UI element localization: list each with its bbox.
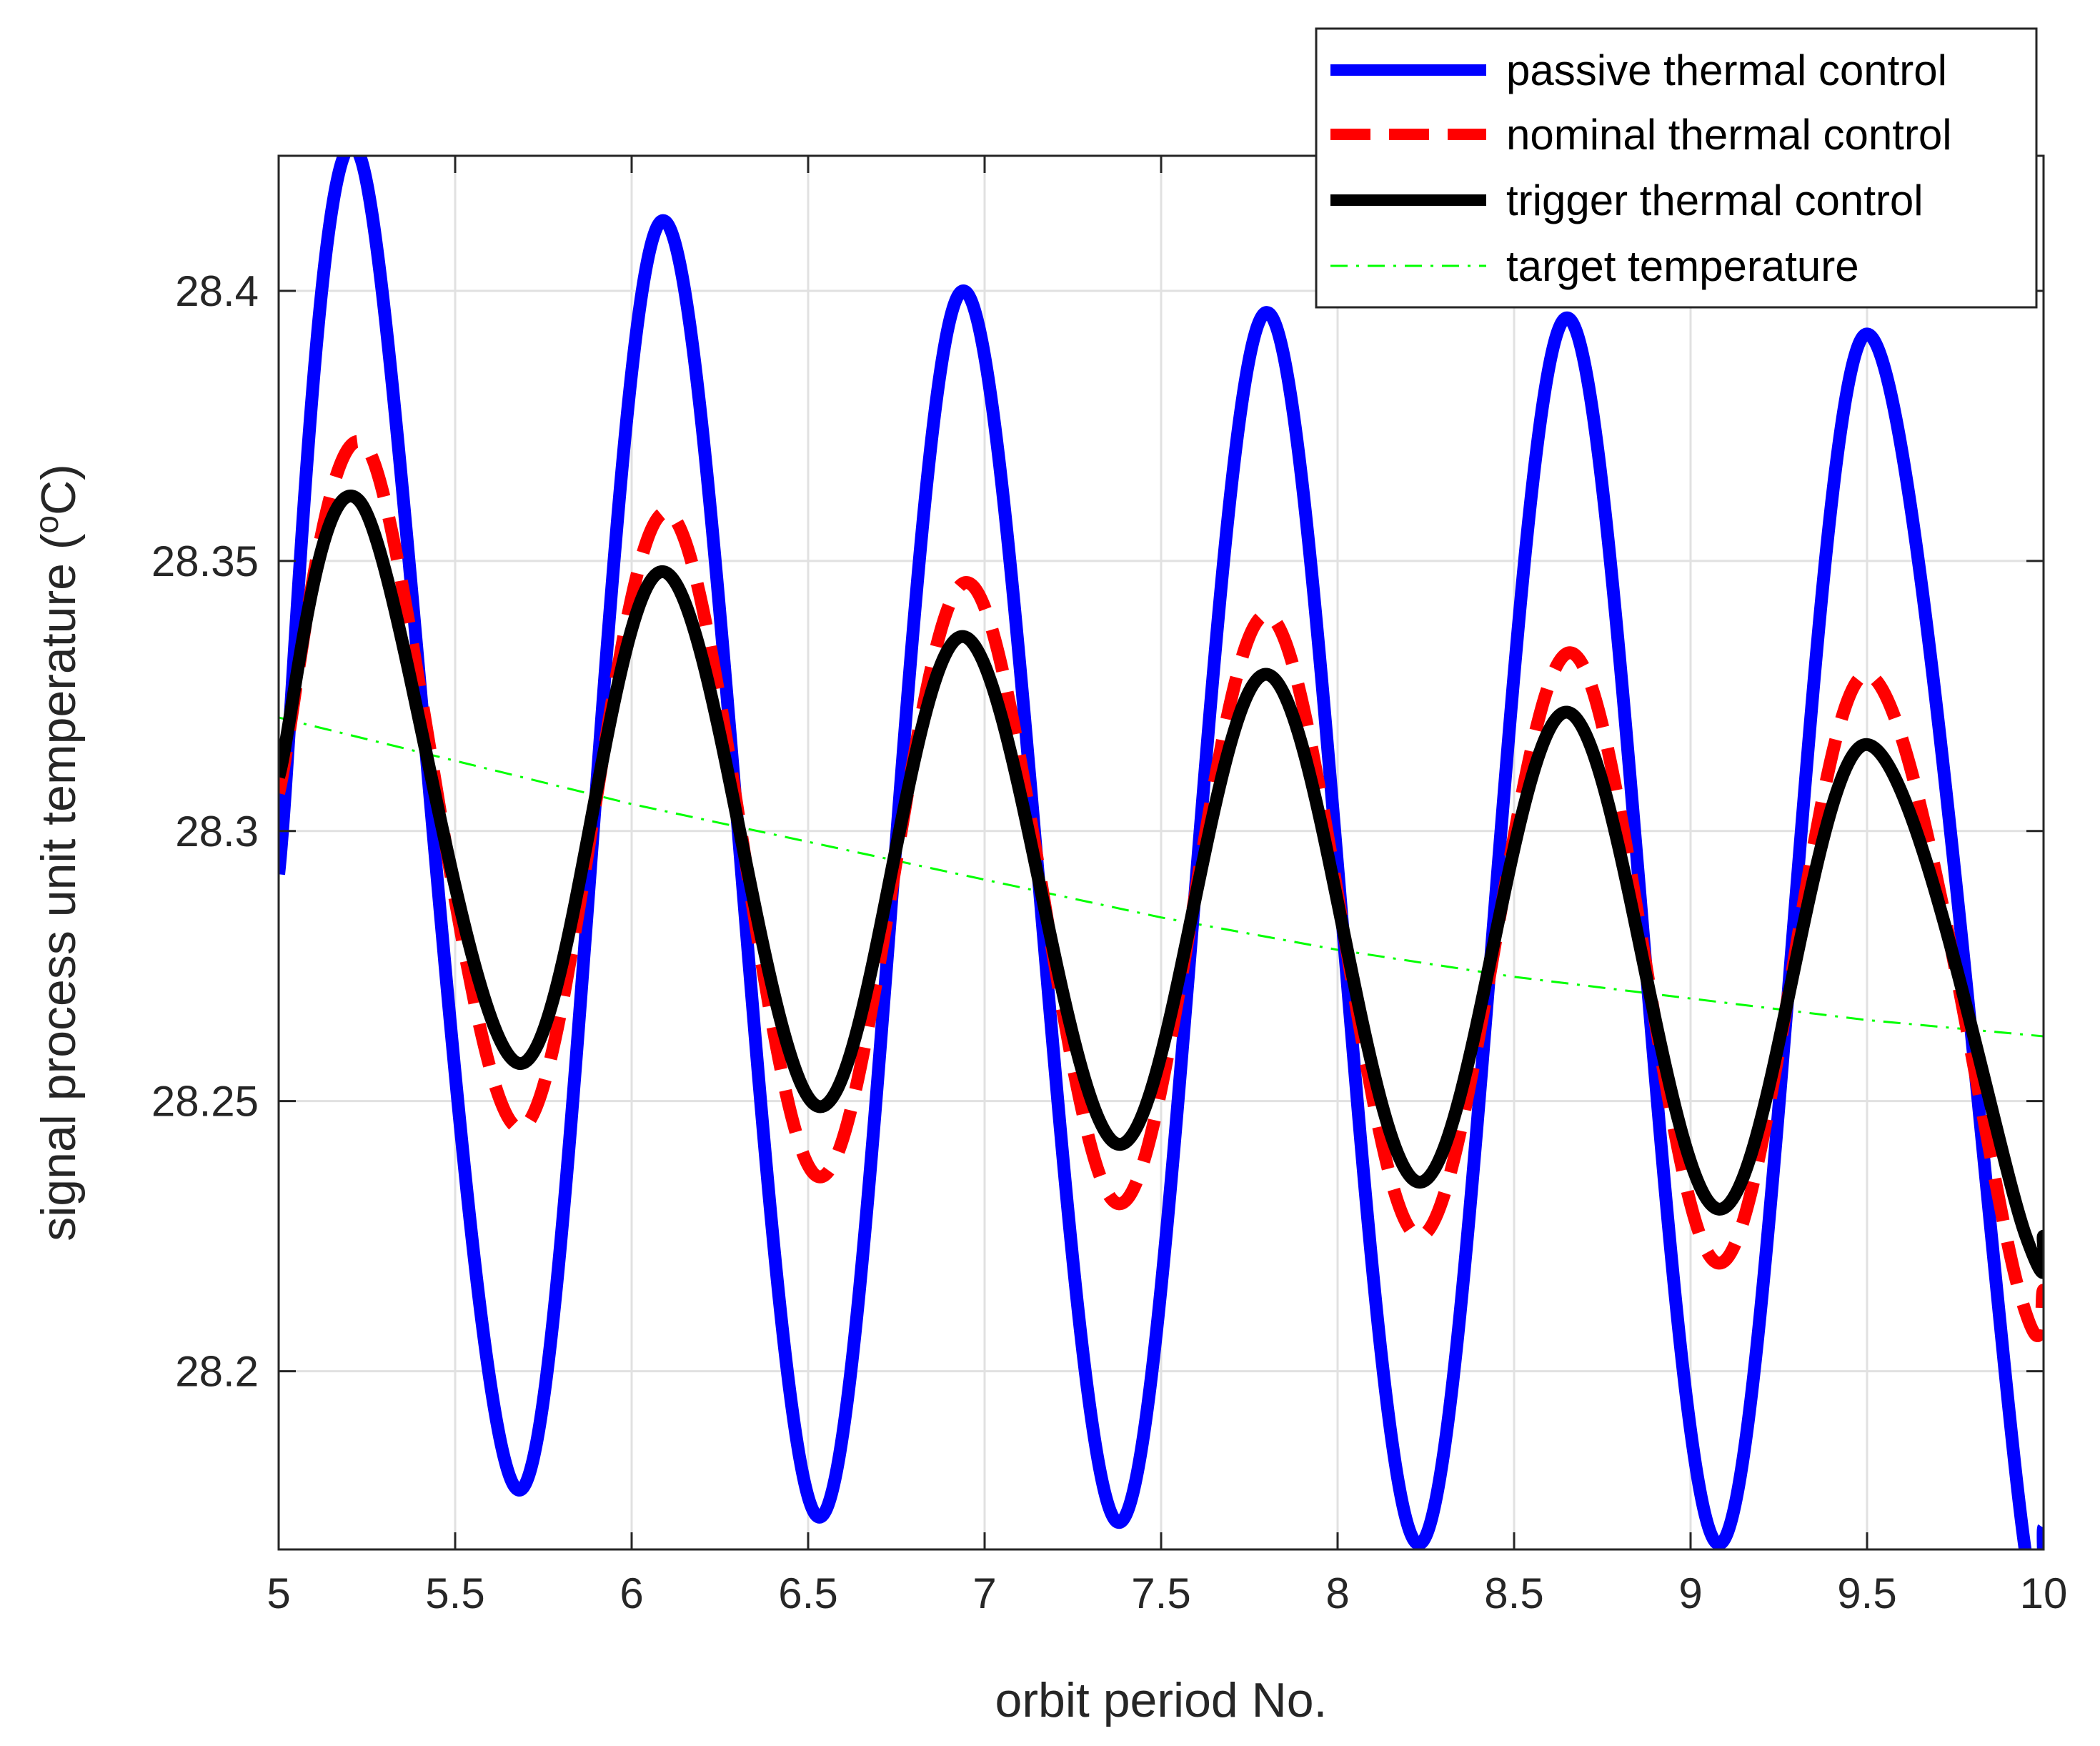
y-tick-label: 28.35 [151,537,259,585]
x-tick-label: 8 [1325,1569,1349,1617]
y-axis-label-unit: C) [31,464,86,515]
y-tick-label: 28.2 [175,1348,259,1396]
x-tick-label: 9.5 [1837,1569,1896,1617]
x-tick-label: 7 [972,1569,996,1617]
x-tick-label: 10 [2020,1569,2068,1617]
legend-label: passive thermal control [1506,46,1947,94]
x-tick-label: 9 [1678,1569,1702,1617]
y-axis-label-degree: o [28,515,65,534]
x-tick-label: 5 [267,1569,290,1617]
x-tick-label: 5.5 [425,1569,484,1617]
x-tick-label: 7.5 [1131,1569,1190,1617]
y-tick-label: 28.25 [151,1078,259,1126]
y-axis-label: signal process unit temperature (oC) [28,464,86,1241]
legend-label: target temperature [1506,242,1859,290]
series-line-nominal-thermal-control [279,435,2044,1343]
series-line-trigger-thermal-control [279,490,2044,1279]
x-tick-label: 6 [619,1569,643,1617]
x-axis-label: orbit period No. [995,1673,1328,1727]
x-tick-label: 8.5 [1484,1569,1543,1617]
y-axis-label-main: signal process unit temperature ( [31,533,86,1241]
series-group [279,156,2044,1549]
legend-label: nominal thermal control [1506,111,1952,159]
series-line-target-temperature [279,716,2044,1038]
legend-label: trigger thermal control [1506,177,1924,224]
y-tick-label: 28.4 [175,267,259,315]
x-tick-label: 6.5 [778,1569,837,1617]
y-tick-label: 28.3 [175,808,259,855]
tick-labels: 5 5.5 6 6.5 7 7.5 8 8.5 9 9.5 10 28.2 28.25 28.3 28.35… [151,267,2068,1617]
legend: passive thermal control nominal thermal c… [1315,27,2038,309]
